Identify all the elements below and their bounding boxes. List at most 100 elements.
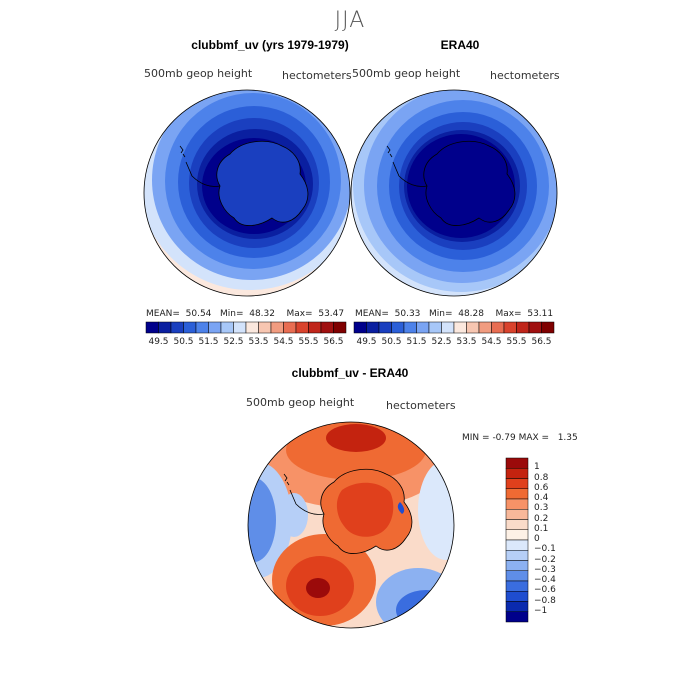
contour-band xyxy=(336,482,394,537)
difference-map xyxy=(247,421,455,629)
panel2-title: ERA40 xyxy=(440,38,480,52)
colorbar-tick-label: 54.5 xyxy=(273,337,294,347)
colorbar-tick-label: −0.6 xyxy=(534,585,556,596)
colorbar-swatch xyxy=(505,509,529,520)
colorbar-swatch xyxy=(158,321,172,334)
colorbar-swatch xyxy=(528,321,542,334)
map-boundary xyxy=(143,89,351,297)
max-value: 53.47 xyxy=(318,309,345,319)
mean-value: 50.54 xyxy=(185,309,212,319)
mean-value: 50.33 xyxy=(394,309,421,319)
diff-max-value: 1.35 xyxy=(557,433,578,443)
colorbar-swatch xyxy=(466,321,480,334)
antarctica-landmass xyxy=(216,140,309,226)
colorbar-swatch xyxy=(428,321,442,334)
contour-band xyxy=(280,493,308,537)
antarctic-peninsula xyxy=(392,161,428,187)
colorbar-tick-label: 49.5 xyxy=(356,337,377,347)
colorbar-swatch xyxy=(208,321,222,334)
min-value: 48.32 xyxy=(249,309,275,319)
coastline xyxy=(179,145,186,158)
panel1-stats: MEAN= 50.54 Min= 48.32 Max= 53.47 xyxy=(146,309,344,319)
panel2-variable: 500mb geop height xyxy=(352,67,461,80)
difference-colorbar xyxy=(505,457,529,623)
max-label: Max= xyxy=(286,309,313,319)
colorbar-swatch xyxy=(333,321,347,334)
contour-band xyxy=(306,578,330,598)
coastline xyxy=(144,155,149,162)
colorbar-swatch xyxy=(505,498,529,510)
panel2-stats: MEAN= 50.33 Min= 48.28 Max= 53.11 xyxy=(355,309,553,319)
contour-band xyxy=(397,502,405,514)
colorbar-tick-label: −0.4 xyxy=(534,575,556,585)
colorbar-swatch xyxy=(453,321,467,334)
max-label: Max= xyxy=(495,309,522,319)
map-panel-2 xyxy=(350,89,558,297)
panel1-variable: 500mb geop height xyxy=(144,67,253,80)
colorbar-swatch xyxy=(505,580,529,592)
colorbar-swatch xyxy=(505,611,529,623)
colorbar-swatch xyxy=(505,560,529,571)
colorbar-swatch xyxy=(505,488,529,500)
colorbar-tick-label: 51.5 xyxy=(406,337,427,347)
colorbar-swatch xyxy=(283,321,297,334)
colorbar-swatch xyxy=(233,321,247,334)
colorbar-tick-label: 56.5 xyxy=(531,337,552,347)
colorbar-swatch xyxy=(320,321,334,334)
colorbar-swatch xyxy=(505,550,529,561)
colorbar-tick-label: 54.5 xyxy=(481,337,502,347)
colorbar-tick-label: 0.6 xyxy=(534,482,549,493)
antarctic-peninsula xyxy=(185,161,221,187)
colorbar-swatch xyxy=(258,321,272,334)
colorbar-swatch xyxy=(505,457,529,469)
colorbar-tick-label: 50.5 xyxy=(173,337,194,347)
diff-minmax: MIN = -0.79 MAX = 1.35 xyxy=(462,433,578,443)
diff-units: hectometers xyxy=(386,399,456,412)
colorbar-tick-label: 0.4 xyxy=(534,493,549,503)
colorbar-swatch xyxy=(505,601,529,612)
colorbar-tick-label: 0 xyxy=(534,534,540,544)
antarctic-peninsula xyxy=(289,489,325,515)
contour-band xyxy=(326,424,386,452)
colorbar-swatch xyxy=(441,321,455,334)
colorbar-swatch xyxy=(295,321,309,334)
max-value: 53.11 xyxy=(527,309,554,319)
colorbar-swatch xyxy=(220,321,234,334)
colorbar-2-labels: 49.5 50.5 51.5 52.5 53.5 54.5 55.5 56.5 xyxy=(354,337,554,349)
coastline xyxy=(351,155,356,162)
panel1-units: hectometers xyxy=(282,69,352,82)
colorbar-tick-label: −0.3 xyxy=(534,564,556,575)
colorbar-tick-label: 53.5 xyxy=(456,337,477,347)
colorbar-swatch xyxy=(505,570,529,582)
colorbar-swatch xyxy=(378,321,392,334)
colorbar-swatch xyxy=(516,321,530,334)
colorbar-tick-label: 56.5 xyxy=(323,337,344,347)
colorbar-swatch xyxy=(403,321,417,334)
min-label: Min= xyxy=(428,309,453,319)
colorbar-1-labels: 49.5 50.5 51.5 52.5 53.5 54.5 55.5 56.5 xyxy=(146,337,346,349)
contour-band xyxy=(418,460,454,560)
colorbar-swatch xyxy=(505,468,529,479)
map-boundary xyxy=(247,421,455,629)
colorbar-tick-label: −1 xyxy=(534,605,548,616)
panel1-title: clubbmf_uv (yrs 1979-1979) xyxy=(191,38,349,52)
diff-max-label: MAX = xyxy=(518,433,550,443)
colorbar-tick-label: 52.5 xyxy=(431,337,452,347)
coastline xyxy=(283,473,290,486)
colorbar-tick-label: −0.2 xyxy=(534,554,556,565)
colorbar-swatch xyxy=(270,321,284,334)
colorbar-swatch xyxy=(195,321,209,334)
colorbar-swatch xyxy=(353,321,367,334)
colorbar-swatch xyxy=(503,321,517,334)
mean-label: MEAN= xyxy=(355,309,389,319)
colorbar-swatch xyxy=(505,591,529,602)
colorbar-tick-label: 50.5 xyxy=(381,337,402,347)
colorbar-panel-1 xyxy=(145,321,347,334)
colorbar-tick-label: 49.5 xyxy=(148,337,169,347)
colorbar-tick-label: −0.8 xyxy=(534,595,556,606)
antarctica-landmass xyxy=(423,140,516,226)
colorbar-panel-2 xyxy=(353,321,555,334)
colorbar-swatch xyxy=(245,321,259,334)
diff-variable: 500mb geop height xyxy=(246,396,355,409)
colorbar-tick-label: 0.8 xyxy=(534,472,549,483)
